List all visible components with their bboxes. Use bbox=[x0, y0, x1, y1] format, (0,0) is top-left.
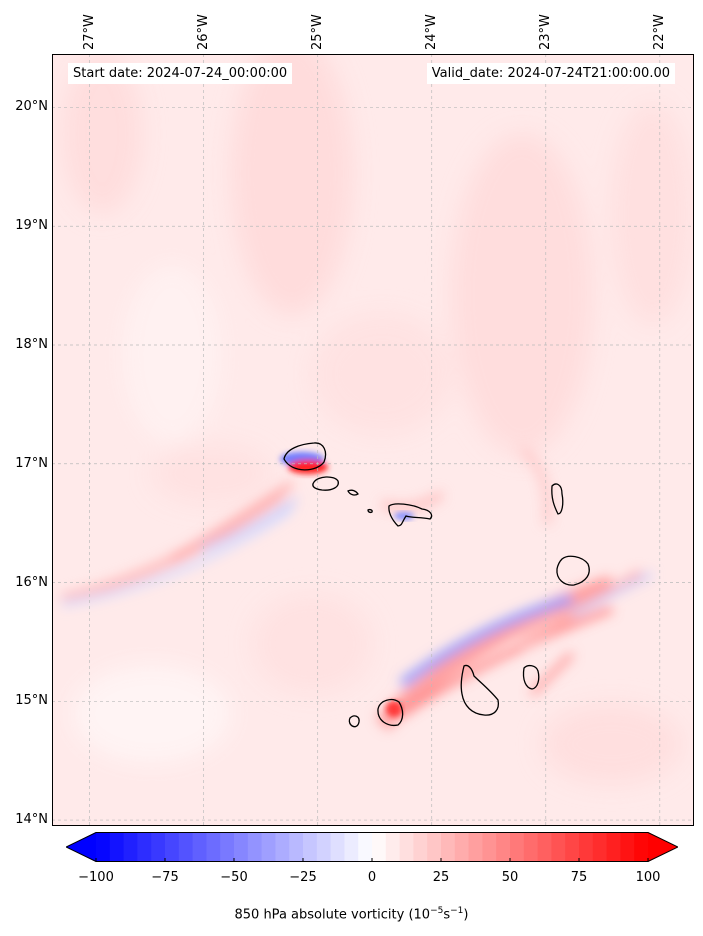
lon-label: 23°W bbox=[537, 14, 553, 50]
colorbar-segment bbox=[289, 832, 304, 862]
colorbar-segment bbox=[579, 832, 594, 862]
colorbar-segment bbox=[468, 832, 483, 862]
lon-label: 22°W bbox=[651, 14, 667, 50]
island-raso bbox=[367, 508, 373, 514]
colorbar-segment bbox=[234, 832, 249, 862]
colorbar-tick-label: −100 bbox=[78, 870, 114, 885]
lat-label: 15°N bbox=[15, 693, 48, 709]
colorbar-segment bbox=[316, 832, 332, 862]
colorbar-segment bbox=[537, 832, 552, 862]
colorbar-tick-label: −75 bbox=[151, 870, 179, 885]
island-sao-vicente bbox=[312, 476, 339, 491]
colorbar-tick-label: 75 bbox=[570, 870, 588, 885]
colorbar-segment bbox=[634, 832, 649, 862]
colorbar-segment bbox=[192, 832, 207, 862]
colorbar-segment bbox=[413, 832, 428, 862]
island-santa-luzia bbox=[347, 489, 359, 496]
colorbar-segment bbox=[109, 832, 125, 862]
colorbar-extend-min bbox=[66, 832, 96, 862]
lon-label: 24°W bbox=[423, 14, 439, 50]
colorbar-segment bbox=[247, 832, 263, 862]
island-santo-antao bbox=[283, 442, 327, 471]
lat-label: 20°N bbox=[15, 99, 48, 115]
colorbar-segment bbox=[151, 832, 166, 862]
colorbar-segment bbox=[123, 832, 138, 862]
colorbar-label-unit: s bbox=[443, 907, 451, 923]
colorbar-segment bbox=[510, 832, 525, 862]
lat-label: 18°N bbox=[15, 336, 48, 352]
island-sao-nicolau bbox=[388, 503, 433, 527]
island-brava bbox=[348, 715, 360, 728]
colorbar-segment bbox=[454, 832, 470, 862]
lat-label: 14°N bbox=[15, 812, 48, 828]
colorbar-segment bbox=[565, 832, 580, 862]
island-santiago bbox=[460, 664, 500, 716]
island-maio bbox=[522, 664, 540, 690]
lat-label: 19°N bbox=[15, 218, 48, 234]
vorticity-wake-south bbox=[375, 569, 654, 731]
colorbar-segment bbox=[137, 832, 152, 862]
colorbar-segment bbox=[330, 832, 345, 862]
colorbar-label-suffix: ) bbox=[463, 907, 469, 923]
colorbar-segment bbox=[372, 832, 387, 862]
lon-label: 26°W bbox=[195, 14, 211, 50]
colorbar-segment bbox=[165, 832, 180, 862]
colorbar-tick-label: −25 bbox=[289, 870, 317, 885]
colorbar-segment bbox=[399, 832, 414, 862]
colorbar-segment bbox=[303, 832, 318, 862]
colorbar-segment bbox=[523, 832, 539, 862]
colorbar-tick-label: 100 bbox=[635, 870, 661, 885]
colorbar-tick-label: 0 bbox=[367, 870, 377, 885]
valid-date-label: Valid_date: 2024-07-24T21:00:00.00 bbox=[426, 63, 675, 84]
colorbar-segment bbox=[606, 832, 621, 862]
graticule bbox=[52, 54, 694, 826]
colorbar-tick-label: 25 bbox=[432, 870, 450, 885]
colorbar-tick-label: −50 bbox=[220, 870, 248, 885]
colorbar-label-prefix: 850 hPa absolute vorticity (10 bbox=[234, 907, 431, 923]
colorbar-segment bbox=[358, 832, 373, 862]
colorbar bbox=[66, 832, 678, 862]
colorbar-segment bbox=[344, 832, 359, 862]
island-fogo bbox=[377, 698, 404, 727]
colorbar-label-exp2: −1 bbox=[450, 906, 464, 916]
colorbar-segment bbox=[206, 832, 221, 862]
colorbar-segment bbox=[178, 832, 194, 862]
colorbar-segment bbox=[220, 832, 235, 862]
colorbar-tick-label: 50 bbox=[501, 870, 519, 885]
start-date-label: Start date: 2024-07-24_00:00:00 bbox=[68, 63, 293, 84]
colorbar-segment bbox=[385, 832, 401, 862]
map-border bbox=[52, 54, 694, 826]
coastlines bbox=[283, 442, 590, 728]
colorbar-segment bbox=[275, 832, 290, 862]
fogo-dipole bbox=[386, 701, 402, 717]
colorbar-segment bbox=[551, 832, 566, 862]
colorbar-segment bbox=[496, 832, 511, 862]
colorbar-segment bbox=[441, 832, 456, 862]
map-canvas bbox=[52, 34, 694, 826]
colorbar-label-exp1: −5 bbox=[430, 906, 444, 916]
colorbar-segment bbox=[427, 832, 442, 862]
colorbar-segment bbox=[620, 832, 635, 862]
colorbar-extend-max bbox=[648, 832, 678, 862]
lon-label: 27°W bbox=[81, 14, 97, 50]
colorbar-segment bbox=[592, 832, 608, 862]
sao-nicolau-dipole bbox=[394, 512, 414, 520]
vorticity-field-texture bbox=[62, 34, 692, 784]
colorbar-segment bbox=[261, 832, 276, 862]
island-sal bbox=[551, 483, 564, 515]
colorbar-label: 850 hPa absolute vorticity (10−5s−1) bbox=[0, 906, 703, 922]
lat-label: 16°N bbox=[15, 574, 48, 590]
vorticity-wake-north bbox=[60, 445, 552, 607]
colorbar-segment bbox=[482, 832, 497, 862]
lon-label: 25°W bbox=[309, 14, 325, 50]
vorticity-map bbox=[52, 34, 694, 826]
lat-label: 17°N bbox=[15, 455, 48, 471]
island-boa-vista bbox=[556, 555, 590, 586]
colorbar-segment bbox=[96, 832, 111, 862]
